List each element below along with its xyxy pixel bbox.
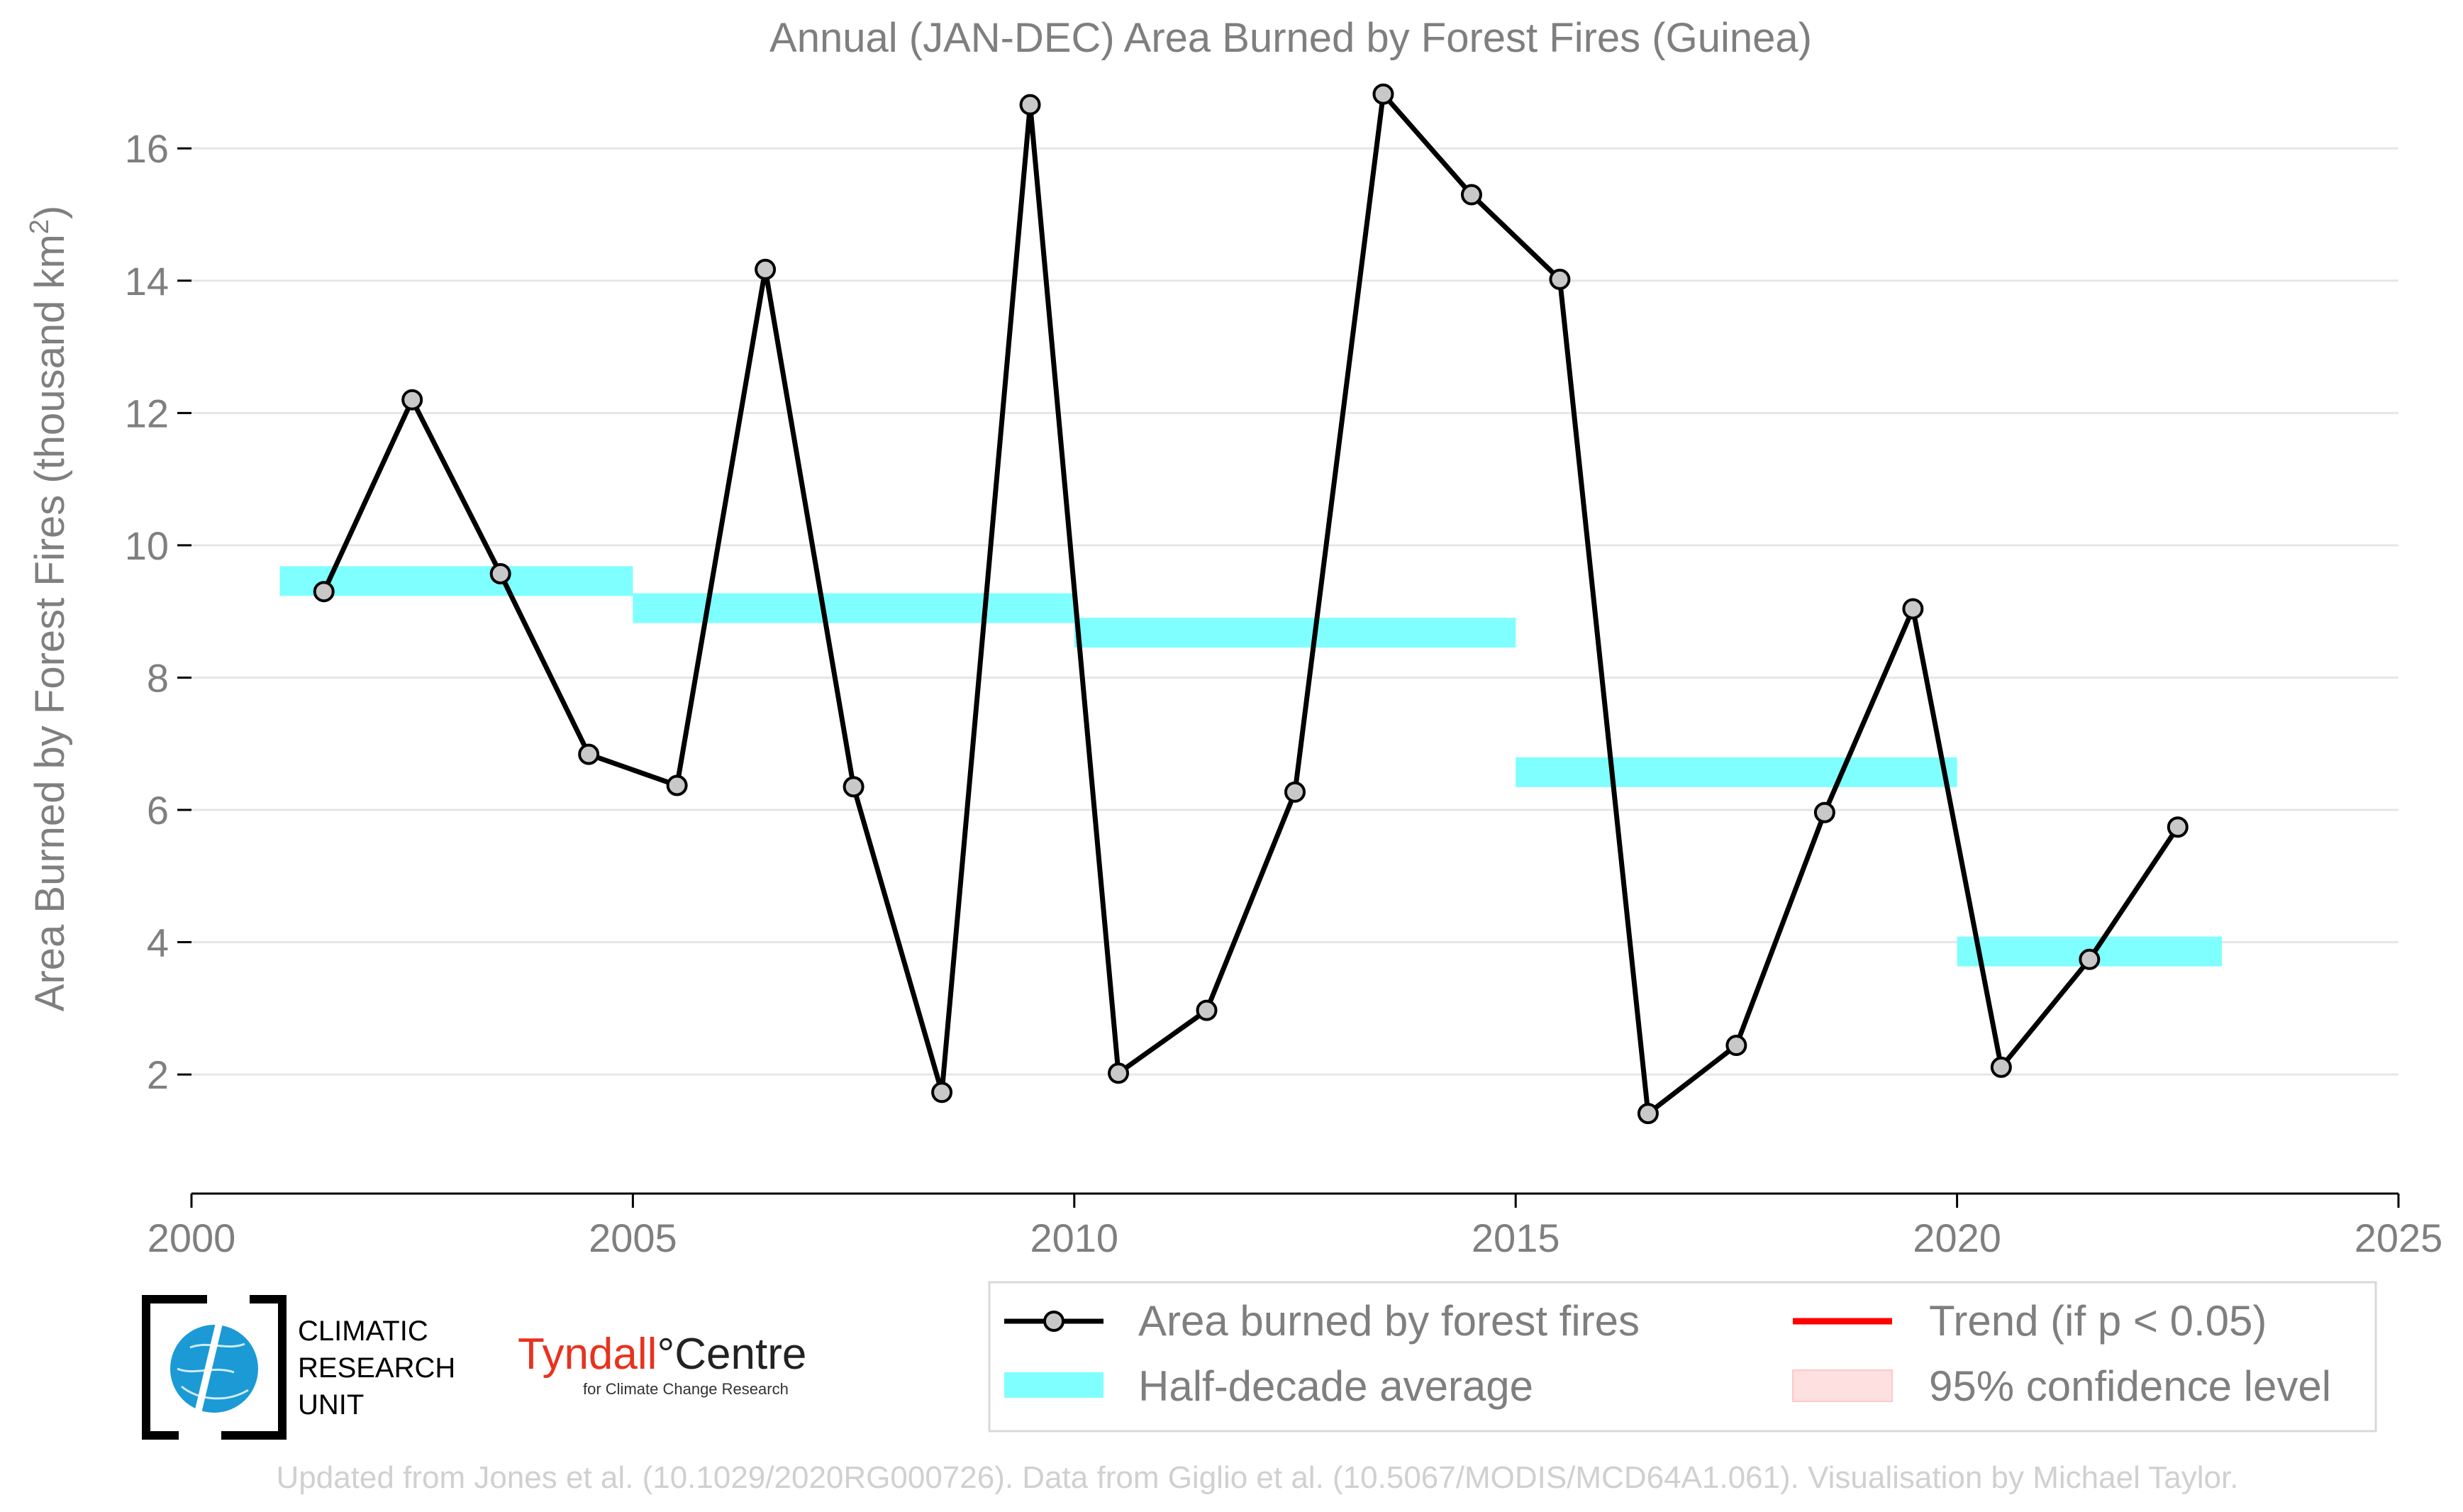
data-point-2013 [1372,83,1394,105]
data-point-2009 [1019,94,1041,116]
cru-logo-bracket-left [142,1295,207,1440]
chart-title: Annual (JAN-DEC) Area Burned by Forest F… [769,15,1812,61]
y-tick-label-4: 4 [147,921,169,965]
tyndall-logo-degree: ° [657,1330,674,1379]
data-point-2012 [1284,781,1306,803]
legend-confidence-label: 95% confidence level [1929,1362,2331,1410]
y-tick-label-6: 6 [147,788,169,833]
half-decade-bar-2010 [1074,618,1516,648]
data-point-2003 [489,563,511,585]
y-tick-label-8: 8 [147,655,169,700]
x-tick-label-2000: 2000 [148,1216,236,1260]
legend-halfdecade-swatch [1004,1372,1103,1398]
y-axis-ticks: 2 4 6 8 10 12 14 16 [125,126,191,1097]
data-point-2014 [1460,184,1482,206]
data-point-2019 [1902,598,1924,620]
tyndall-logo-subtitle: for Climate Change Research [583,1380,789,1398]
data-point-2020 [1990,1056,2012,1078]
x-tick-label-2010: 2010 [1030,1216,1119,1260]
cru-logo: CLIMATIC RESEARCH UNIT [142,1295,455,1441]
tyndall-logo-centre: Centre [674,1330,806,1379]
legend-confidence-swatch [1792,1369,1893,1402]
legend-box [988,1281,2377,1433]
data-point-2017 [1725,1035,1747,1057]
cru-logo-line2: RESEARCH [298,1352,455,1384]
data-point-2011 [1196,999,1218,1021]
x-tick-label-2015: 2015 [1472,1216,1560,1260]
y-axis-label-close: ) [27,206,73,219]
data-point-2006 [755,258,777,280]
legend-area-label: Area burned by forest fires [1138,1297,1640,1345]
data-point-2002 [401,389,423,411]
y-axis-label-main: Area Burned by Forest Fires (thousand km [27,234,73,1011]
x-tick-label-2025: 2025 [2354,1216,2443,1260]
cru-logo-bracket-right [221,1295,287,1440]
data-point-2022 [2167,816,2189,838]
cru-logo-line3: UNIT [298,1389,364,1421]
y-tick-label-16: 16 [125,126,169,171]
legend-trend-label: Trend (if p < 0.05) [1929,1297,2267,1345]
tyndall-logo-name: Tyndall°Centre [518,1330,806,1379]
cru-logo-slash [188,1295,229,1441]
y-axis-label: Area Burned by Forest Fires (thousand km… [25,206,73,1012]
x-tick-label-2005: 2005 [589,1216,677,1260]
tyndall-logo: Tyndall°Centre for Climate Change Resear… [518,1330,806,1398]
data-point-2008 [931,1082,953,1104]
x-axis-ticks: 2000 2005 2010 2015 2020 2025 [148,1194,2443,1260]
y-axis-label-superscript: 2 [25,219,55,234]
data-point-2005 [666,774,688,796]
y-tick-label-12: 12 [125,391,169,435]
data-point-2001 [313,581,335,603]
cru-logo-line1: CLIMATIC [298,1316,428,1347]
tyndall-logo-tyndall: Tyndall [518,1330,657,1379]
y-tick-label-10: 10 [125,523,169,568]
half-decade-bar-2001 [279,566,633,596]
data-point-2015 [1549,268,1571,290]
half-decade-bars [279,566,2223,967]
series-line [321,91,2180,1116]
data-point-2010 [1108,1062,1130,1084]
y-tick-label-2: 2 [147,1052,169,1097]
legend-area-marker [1043,1311,1064,1332]
data-point-2016 [1637,1103,1659,1125]
x-tick-label-2020: 2020 [1913,1216,2001,1260]
data-point-2021 [2079,948,2101,970]
data-point-2007 [843,776,864,798]
legend: Area burned by forest fires Half-decade … [988,1281,2377,1433]
legend-halfdecade-label: Half-decade average [1138,1362,1533,1410]
data-point-2018 [1813,801,1835,823]
half-decade-bar-2005 [633,593,1074,623]
y-tick-label-14: 14 [125,259,169,304]
data-point-2004 [578,743,600,765]
gridlines [191,147,2398,1076]
half-decade-bar-2015 [1516,757,1957,787]
footer-credits: Updated from Jones et al. (10.1029/2020R… [277,1460,2239,1495]
series-area-burned [313,83,2189,1125]
